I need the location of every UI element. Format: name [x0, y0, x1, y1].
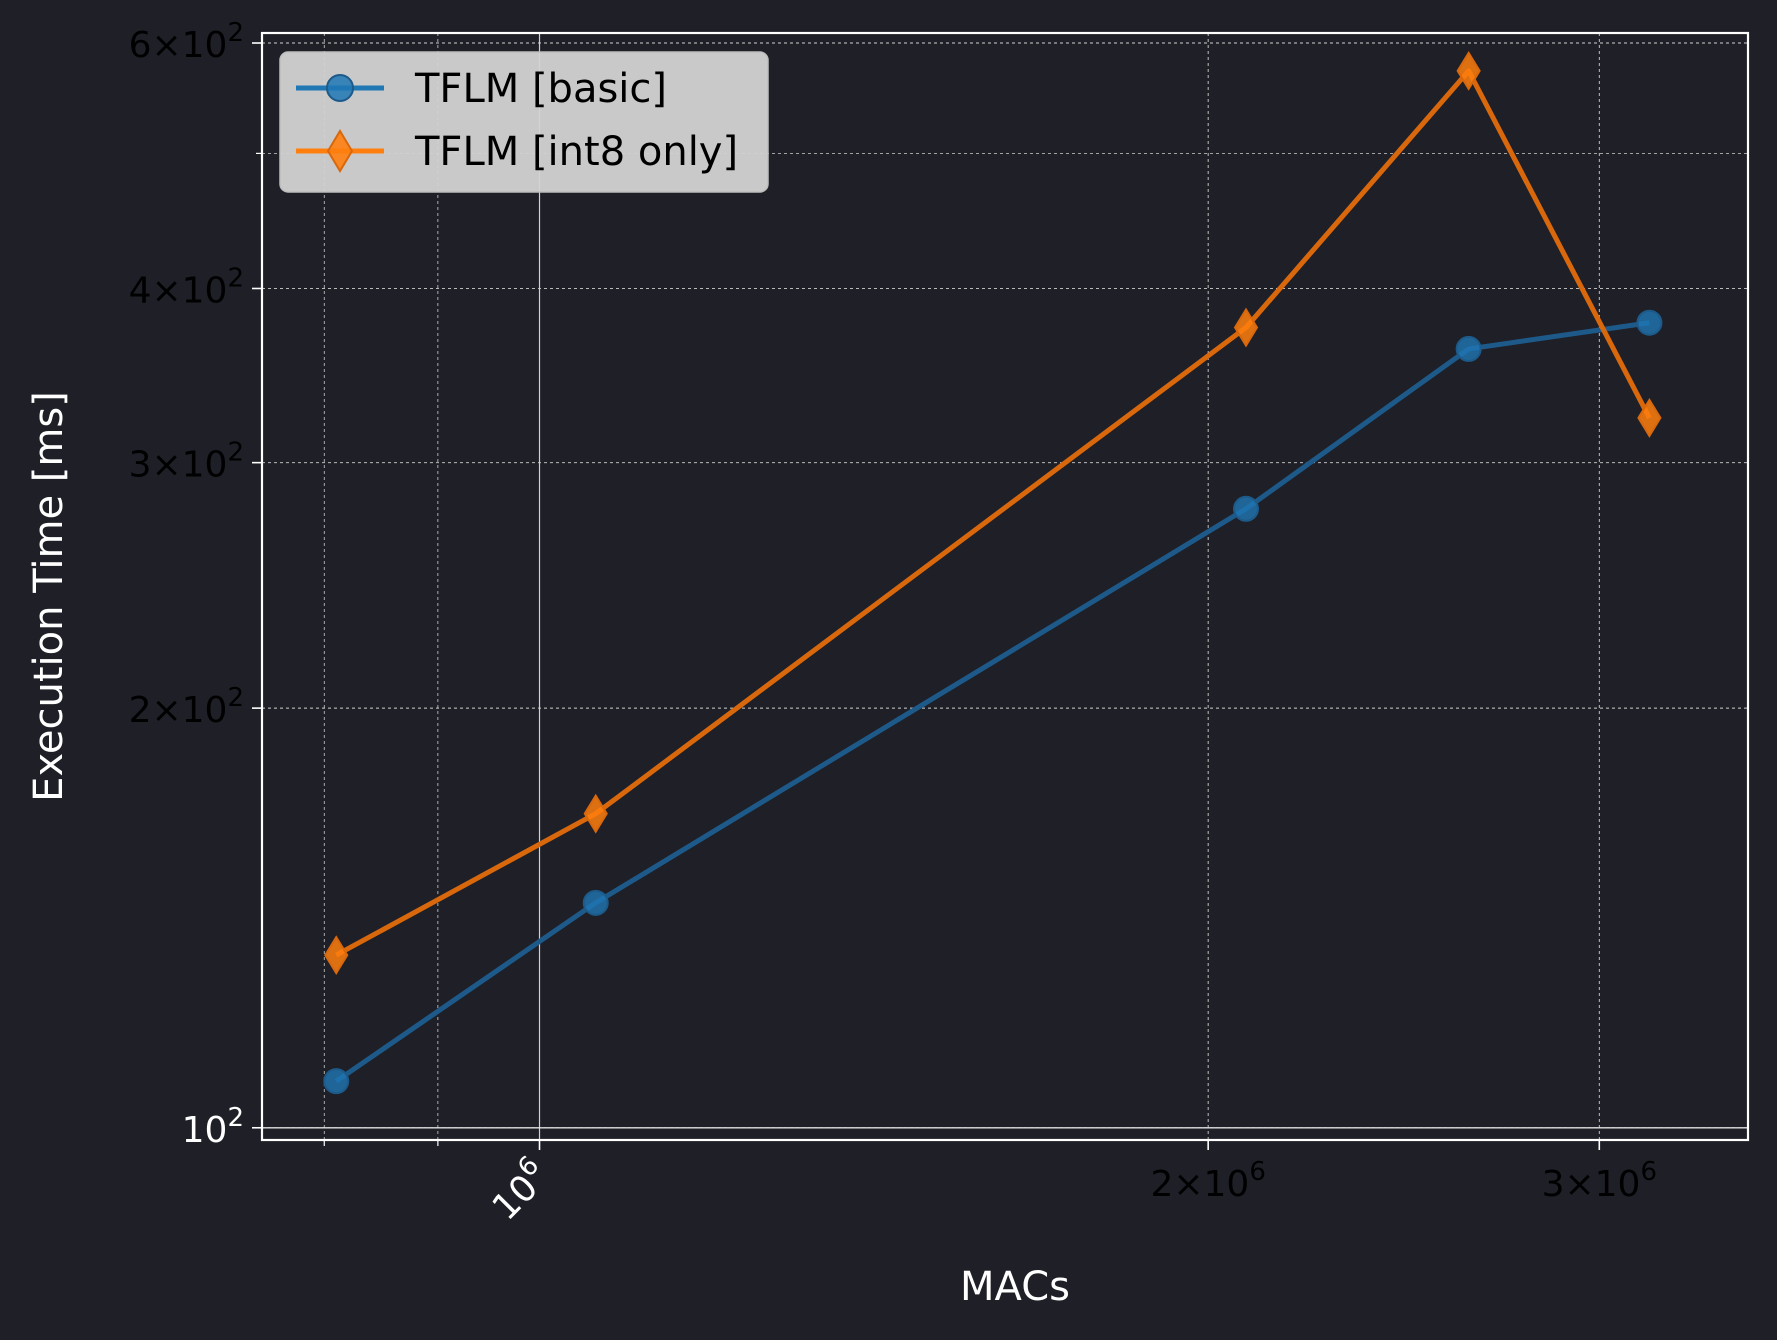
x-tick-label: 2×106 — [1150, 1157, 1265, 1205]
data-point — [1636, 309, 1663, 336]
legend-entry: TFLM [basic] — [296, 66, 667, 112]
data-point — [1637, 398, 1662, 438]
axis-ticks: 102 2×102 3×102 4×102 6×102 106 2×106 3×106 — [129, 18, 1657, 1228]
legend-box — [279, 51, 769, 193]
data-point — [1455, 335, 1482, 362]
data-point — [583, 793, 608, 834]
series-line — [335, 68, 1652, 958]
plot-series — [323, 50, 1663, 1095]
legend-marker — [326, 74, 354, 102]
y-tick-label: 4×102 — [129, 263, 244, 311]
x-tick-label: 106 — [480, 1150, 558, 1228]
legend-marker — [326, 129, 354, 173]
legend-label: TFLM [int8 only] — [414, 129, 738, 175]
y-tick-label: 2×102 — [129, 683, 244, 731]
data-point — [1456, 50, 1481, 91]
x-axis-label: MACs — [960, 1264, 1070, 1310]
y-tick-label: 102 — [182, 1103, 244, 1151]
data-point — [1233, 307, 1259, 348]
legend-label: TFLM [basic] — [414, 66, 667, 112]
data-point — [582, 889, 609, 916]
data-point — [324, 935, 349, 976]
data-point — [323, 1068, 350, 1095]
y-axis-label: Execution Time [ms] — [26, 391, 72, 802]
legend: TFLM [basic] TFLM [int8 only] — [279, 51, 769, 193]
data-point — [1232, 495, 1259, 522]
axes-frame — [260, 31, 1750, 1142]
axes-spine — [260, 31, 1750, 1142]
grid — [262, 33, 1748, 1140]
legend-entry: TFLM [int8 only] — [296, 129, 738, 175]
y-tick-label: 3×102 — [129, 438, 244, 486]
y-tick-label: 6×102 — [129, 18, 244, 66]
x-tick-label: 3×106 — [1542, 1157, 1657, 1205]
series-line — [334, 320, 1650, 1084]
